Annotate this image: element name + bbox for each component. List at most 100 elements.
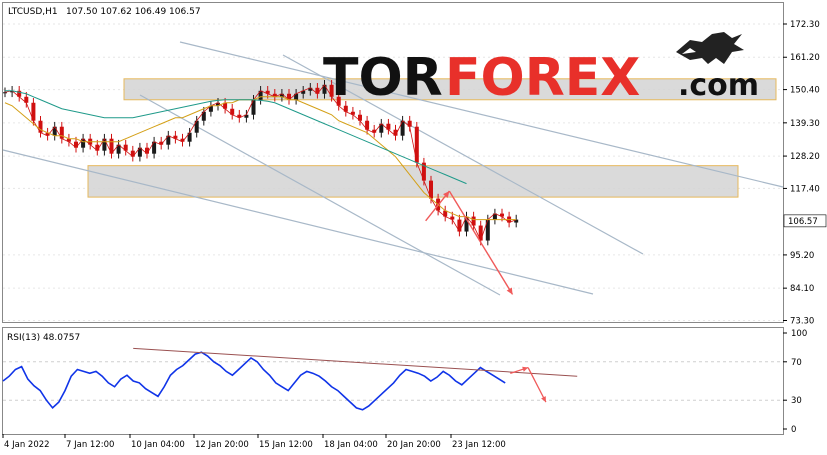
price-bar-body — [358, 114, 362, 121]
price-bar-body — [393, 129, 398, 136]
price-bar-body — [3, 92, 7, 94]
price-bar-body — [95, 144, 100, 151]
resistance-zone — [87, 165, 739, 198]
price-ytick-label: 95.20 — [790, 251, 814, 261]
price-projection-arrowhead — [506, 287, 513, 295]
price-bar-body — [208, 105, 213, 112]
price-bar-body — [145, 147, 149, 154]
price-bar-body — [265, 90, 270, 94]
price-ytick-label: 139.30 — [790, 119, 820, 129]
price-bar-body — [109, 138, 114, 154]
rsi-line — [2, 351, 506, 411]
price-ytick-label: 84.10 — [790, 284, 814, 294]
price-bar-body — [365, 120, 370, 130]
x-tick-label: 4 Jan 2022 — [4, 440, 50, 450]
x-tick-label: 23 Jan 12:00 — [452, 440, 506, 450]
price-bar-body — [421, 162, 426, 181]
price-bar-body — [223, 102, 228, 109]
price-bar-body — [464, 216, 469, 232]
price-bar-body — [31, 102, 36, 121]
x-tick-label: 10 Jan 04:00 — [131, 440, 185, 450]
rsi-projection-segment — [527, 367, 547, 403]
price-bar-body — [137, 147, 142, 157]
x-tick-label: 7 Jan 12:00 — [66, 440, 114, 450]
price-bar-body — [322, 84, 327, 94]
price-bar-body — [258, 90, 263, 100]
header-symbol: LTCUSD,H1 — [8, 7, 58, 17]
price-bar-body — [230, 108, 235, 115]
price-bar-body — [66, 138, 71, 142]
price-bar-body — [372, 129, 377, 133]
header-ohlc: 107.50 107.62 106.49 106.57 — [66, 7, 201, 17]
price-bar-body — [350, 111, 355, 115]
rsi-grid: 100 70 30 0 — [3, 329, 807, 435]
price-bar-body — [59, 126, 64, 139]
price-bar-body — [500, 213, 504, 217]
price-bar-body — [471, 216, 476, 226]
channel-line — [179, 41, 784, 188]
price-bar-body — [301, 90, 306, 94]
price-bar-body — [173, 135, 178, 139]
price-bar-body — [152, 141, 157, 154]
x-tick-label: 18 Jan 04:00 — [324, 440, 378, 450]
price-projection — [425, 190, 514, 295]
current-price-box — [783, 214, 827, 228]
price-bar-body — [407, 120, 412, 127]
price-bar-body — [216, 102, 220, 106]
rsi-projection-arrowhead — [541, 396, 546, 403]
price-bar-body — [251, 99, 256, 115]
logo-com-text: .com — [678, 68, 759, 103]
torforex-logo: TOR FOREX .com — [323, 32, 759, 108]
ma-slow-line — [5, 90, 467, 185]
price-bar-body — [45, 132, 50, 136]
price-bar-body — [74, 141, 78, 148]
price-projection-arrowhead — [443, 191, 450, 198]
rsi-ytick-label: 70 — [791, 358, 802, 368]
price-bar-body — [492, 213, 497, 220]
price-bar-body — [379, 123, 384, 133]
price-bar-body — [429, 180, 433, 199]
price-bar-body — [315, 87, 320, 94]
price-bar-body — [116, 144, 121, 154]
price-ytick-label: 128.20 — [790, 152, 820, 162]
price-bar-body — [201, 111, 206, 121]
price-bar-body — [308, 87, 313, 91]
price-bar-body — [159, 141, 164, 145]
bull-icon — [676, 32, 744, 64]
price-bar-body — [194, 120, 199, 133]
price-bar-body — [38, 120, 43, 133]
rsi-ytick-label: 0 — [791, 425, 796, 435]
ma-fast-line — [4, 96, 517, 221]
moving-averages — [4, 90, 517, 221]
price-panel-frame — [2, 2, 784, 323]
logo-tor-text: TOR — [323, 48, 443, 108]
price-ytick-label: 150.40 — [790, 86, 820, 96]
rsi-ytick-label: 30 — [791, 396, 802, 406]
x-tick-label: 12 Jan 20:00 — [195, 440, 249, 450]
logo-forex-text: FOREX — [445, 48, 640, 108]
price-bar-body — [187, 132, 192, 142]
price-bar-body — [336, 96, 341, 106]
price-bar-body — [279, 93, 284, 97]
price-bar-body — [272, 93, 277, 97]
x-tick-label: 20 Jan 20:00 — [387, 440, 441, 450]
price-bar-body — [17, 90, 22, 97]
price-bar-body — [24, 96, 29, 103]
price-bar-body — [123, 144, 128, 151]
price-bar-body — [10, 90, 15, 93]
rsi-label: RSI(13) 48.0757 — [7, 333, 80, 343]
x-tick-label: 15 Jan 12:00 — [259, 440, 313, 450]
price-bar-body — [130, 150, 135, 157]
price-bar-body — [294, 93, 299, 100]
price-projection-segment — [425, 190, 450, 222]
price-ytick-label: 73.30 — [790, 317, 814, 327]
price-bar-body — [287, 93, 291, 100]
price-ytick-label: 172.30 — [790, 20, 820, 30]
price-projection-segment — [448, 190, 514, 295]
price-bar-body — [400, 120, 405, 136]
price-bar-body — [52, 126, 57, 136]
channel-line — [2, 149, 594, 295]
price-bar-body — [443, 210, 448, 217]
price-bar-body — [237, 114, 242, 118]
channel-lines — [2, 41, 784, 296]
